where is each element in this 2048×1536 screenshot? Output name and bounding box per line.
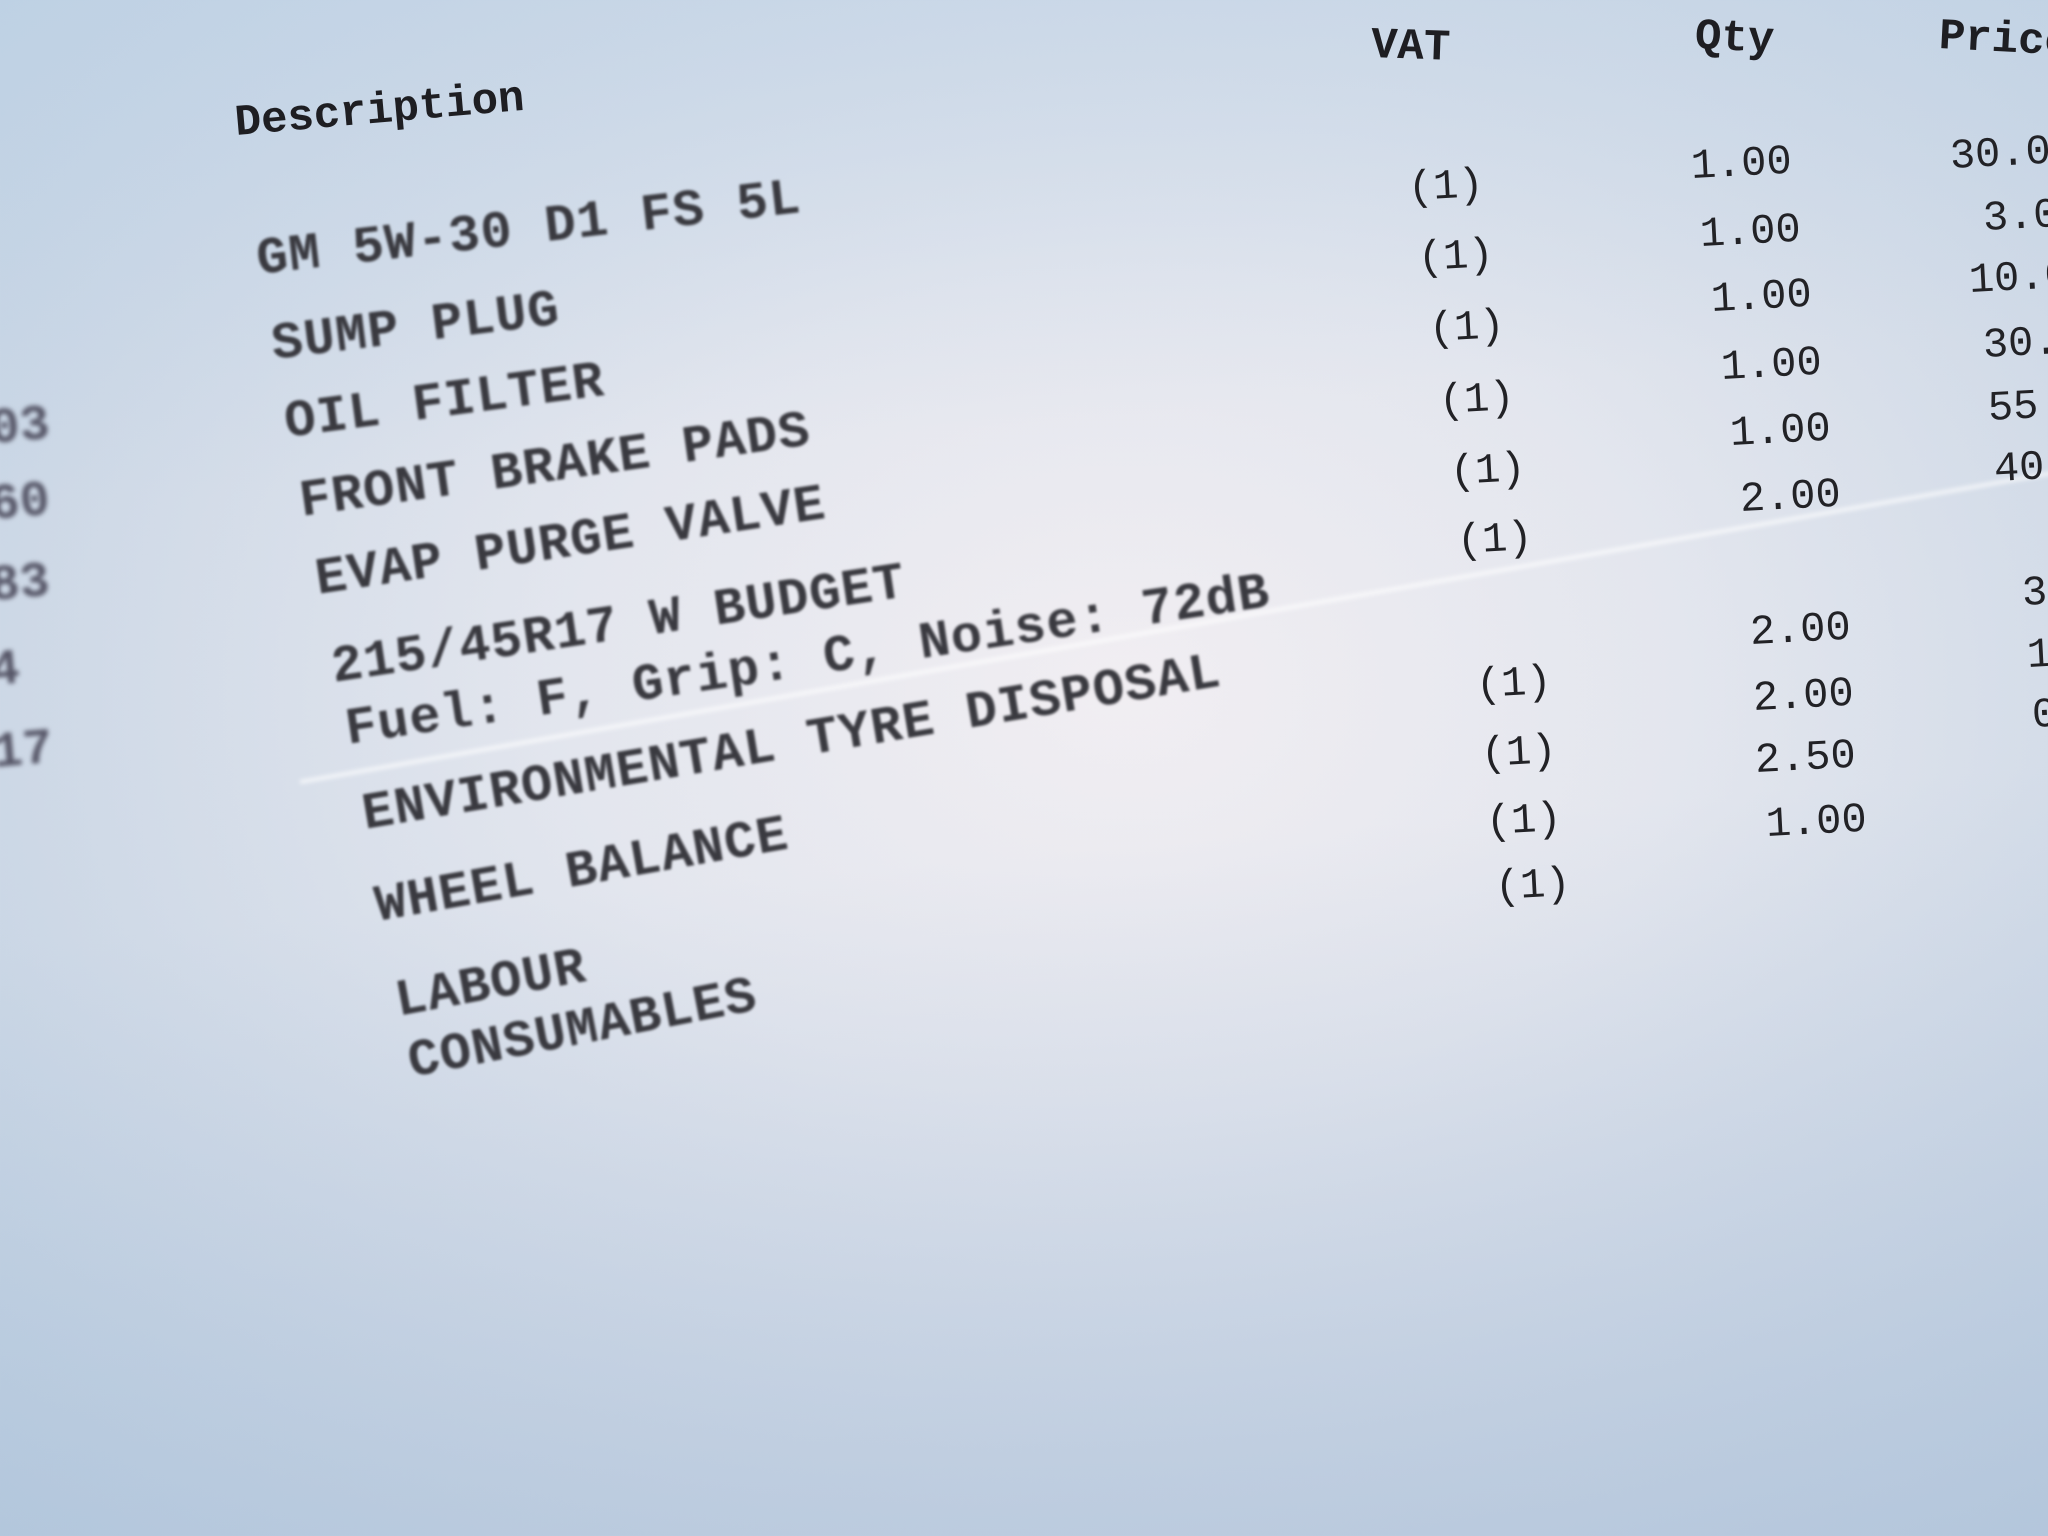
line-item-vat: (1) — [1456, 514, 1535, 566]
line-item-price: 30.00 — [1948, 126, 2048, 181]
line-item-qty: 1.00 — [1720, 339, 1824, 393]
cut-off-column-value: 83 — [0, 553, 52, 616]
line-item-price: 55. — [1986, 380, 2048, 433]
line-item-qty: 1.00 — [1764, 796, 1868, 850]
line-item-qty: 2.50 — [1753, 732, 1858, 786]
line-item-price: 40. — [1992, 442, 2048, 495]
cut-off-column-value: 17 — [0, 720, 56, 783]
line-item-price: 3 — [2020, 568, 2048, 619]
header-vat: VAT — [1370, 20, 1452, 74]
cut-off-column-value: 4 — [0, 641, 22, 701]
line-item-vat: (1) — [1479, 726, 1558, 779]
line-item-qty: 2.00 — [1738, 470, 1842, 525]
cut-off-column-value: 03 — [0, 396, 52, 459]
header-price: Price — [1938, 11, 2048, 69]
line-item-qty: 2.00 — [1748, 604, 1852, 658]
line-item-vat: (1) — [1427, 302, 1506, 355]
line-item-qty: 1.00 — [1690, 137, 1794, 192]
line-item-vat: (1) — [1406, 161, 1485, 214]
line-item-vat: (1) — [1437, 374, 1516, 427]
line-item-qty: 1.00 — [1729, 404, 1833, 458]
line-item-vat: (1) — [1474, 657, 1553, 710]
line-item-price: 3.0 — [1981, 191, 2048, 244]
header-qty: Qty — [1693, 11, 1776, 66]
line-item-qty: 1.00 — [1699, 205, 1803, 260]
line-item-vat: (1) — [1417, 230, 1496, 283]
line-item-qty: 2.00 — [1751, 669, 1855, 723]
cut-off-column-value: 60 — [0, 472, 52, 535]
line-item-price: 1 — [2025, 630, 2048, 680]
line-item-price: 10.0 — [1968, 251, 2048, 305]
line-item-vat: (1) — [1494, 860, 1573, 913]
line-item-vat: (1) — [1448, 444, 1527, 497]
line-item-price: 30. — [1981, 318, 2048, 371]
line-item-qty: 1.00 — [1709, 271, 1813, 325]
line-item-price: 0 — [2030, 690, 2048, 740]
line-item-vat: (1) — [1484, 794, 1563, 847]
